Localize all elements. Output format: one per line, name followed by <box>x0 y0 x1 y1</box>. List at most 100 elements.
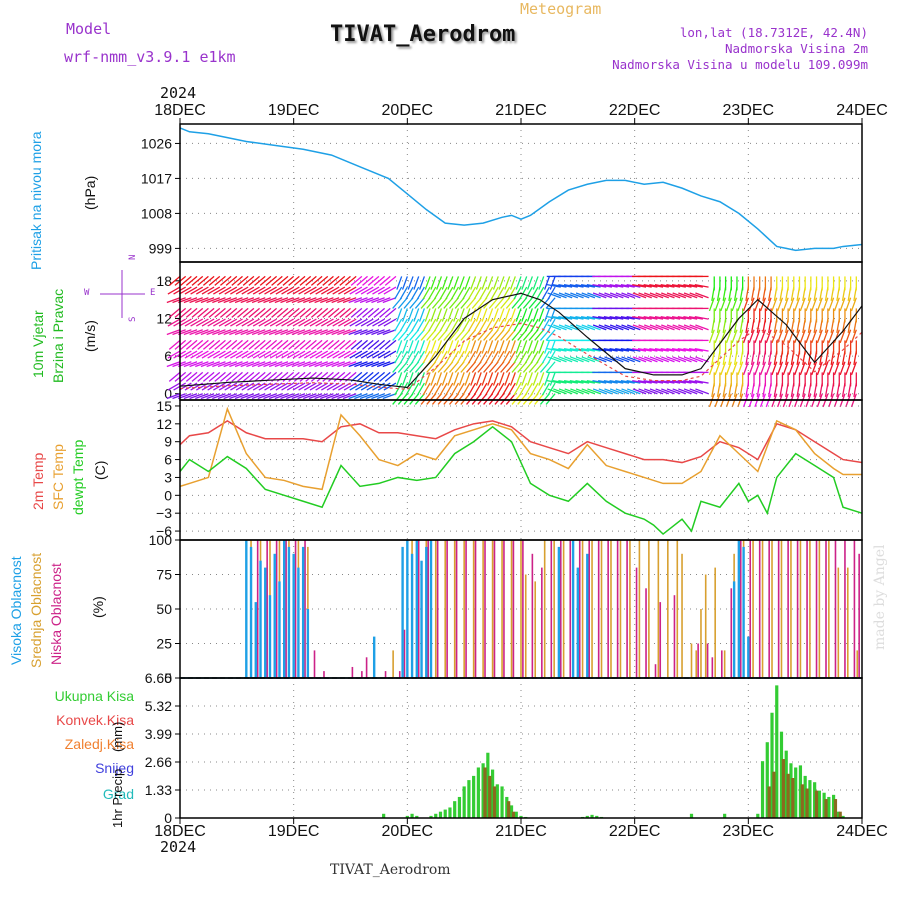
wind-barb <box>460 361 471 373</box>
wind-barb <box>539 361 550 373</box>
wind-barb <box>666 388 681 395</box>
precip-bar-conv <box>488 775 492 818</box>
wind-barb <box>443 393 454 405</box>
wind-barb <box>433 350 442 364</box>
wind-barb <box>166 329 181 336</box>
wind-barb <box>424 372 431 386</box>
wind-barb <box>309 382 323 391</box>
wind-barb <box>544 276 551 290</box>
wind-barb <box>545 393 556 405</box>
wind-barb <box>638 324 652 331</box>
cloud-bar-mid <box>562 540 565 678</box>
wind-barb <box>603 316 618 320</box>
wind-barb <box>464 308 471 322</box>
wind-barb <box>248 339 260 350</box>
wind-barb <box>534 393 545 405</box>
y-tick-label-precip: 2.66 <box>145 754 172 770</box>
wind-barb <box>569 284 584 288</box>
wind-barb <box>372 350 385 359</box>
wind-barb <box>396 276 403 290</box>
wind-barb <box>481 308 488 322</box>
wind-barb <box>241 318 255 327</box>
wind-barb <box>558 284 573 288</box>
cloud-bar-low <box>398 671 401 678</box>
wind-barb <box>720 361 727 376</box>
wind-barb <box>166 297 181 304</box>
wind-barb <box>496 286 505 300</box>
wind-barb <box>282 371 295 382</box>
wind-barb <box>575 316 590 320</box>
wind-barb <box>178 318 192 327</box>
cloud-bar-high <box>406 540 409 678</box>
wind-barb <box>538 372 545 386</box>
wind-barb <box>479 382 488 396</box>
wind-barb <box>528 329 539 341</box>
wind-barb <box>214 275 226 286</box>
wind-barb <box>320 329 334 336</box>
wind-barb <box>394 286 403 300</box>
wind-barb <box>265 339 278 350</box>
wind-barb <box>450 318 460 332</box>
wind-barb <box>411 382 420 396</box>
wind-barb <box>241 286 255 295</box>
wind-barb <box>522 393 533 405</box>
wind-barb <box>405 382 414 396</box>
cloud-bar-mid <box>648 540 650 678</box>
x-tick-label-bottom: 19DEC <box>268 823 320 840</box>
wind-barb <box>285 297 300 304</box>
wind-barb <box>354 361 368 368</box>
wind-barb <box>197 371 209 382</box>
wind-barb <box>436 340 443 354</box>
wind-barb <box>637 316 652 320</box>
wind-barb <box>349 286 363 295</box>
wind-barb <box>475 372 482 386</box>
wind-barb <box>252 382 266 391</box>
wind-barb <box>314 393 328 400</box>
wind-barb <box>167 286 181 295</box>
wind-barb <box>309 286 323 295</box>
wind-barb <box>447 372 454 386</box>
wind-barb <box>475 276 482 290</box>
wind-barb <box>534 297 545 309</box>
wind-barb <box>263 297 277 304</box>
wind-barb <box>251 361 266 368</box>
wind-barb <box>207 318 221 327</box>
wind-barb <box>392 329 403 341</box>
precip-bar-total <box>723 813 727 818</box>
wind-barb <box>828 361 835 376</box>
cloud-bar-mid <box>591 540 593 678</box>
wind-barb <box>471 329 482 341</box>
wind-barb <box>539 393 550 405</box>
wind-barb <box>350 307 363 318</box>
wind-barb <box>360 286 374 295</box>
wind-barb <box>382 393 397 400</box>
precip-bar-total <box>448 807 452 818</box>
cloud-bar-mid <box>501 540 503 678</box>
wind-barb <box>248 307 260 318</box>
y-tick-label-wind: 18 <box>156 273 172 289</box>
wind-barb <box>413 308 420 322</box>
cloud-bar-low <box>541 567 543 678</box>
wind-barb <box>276 339 289 350</box>
wind-barb <box>264 286 277 295</box>
wind-barb <box>275 318 289 327</box>
wind-barb <box>811 297 818 312</box>
wind-barb <box>575 356 590 363</box>
y-tick-label-wind: 6 <box>164 348 172 364</box>
wind-barb <box>694 379 709 384</box>
wind-barb <box>754 361 761 376</box>
wind-barb <box>445 286 454 300</box>
wind-barb <box>342 329 357 336</box>
wind-barb <box>443 297 454 309</box>
wind-barb <box>343 318 357 327</box>
wind-barb <box>303 382 317 391</box>
wind-barb <box>269 382 283 391</box>
wind-barb <box>225 275 238 286</box>
wind-barb <box>234 329 249 336</box>
wind-barb <box>502 318 511 332</box>
cloud-bar-mid <box>491 540 494 678</box>
wind-barb <box>638 356 652 363</box>
wind-barb <box>515 340 522 354</box>
wind-barb <box>338 350 351 359</box>
wind-barb <box>379 371 391 382</box>
